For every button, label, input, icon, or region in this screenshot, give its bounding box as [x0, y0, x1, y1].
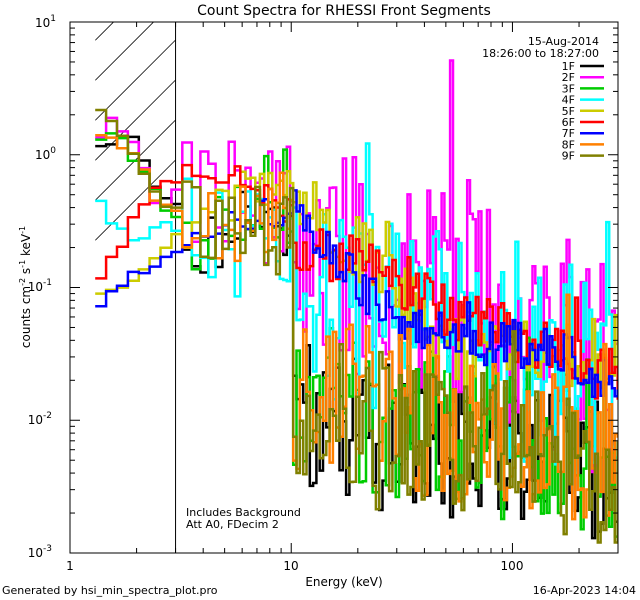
hatched-region [95, 22, 177, 553]
footer-generated-by: Generated by hsi_min_spectra_plot.pro [2, 584, 218, 597]
series-layer [95, 59, 618, 544]
series-line-8F [95, 134, 618, 521]
chart-title: Count Spectra for RHESSI Front Segments [197, 3, 491, 19]
y-tick-label-1e-1: 10-1 [28, 278, 52, 294]
legend-label-1F: 1F [562, 60, 575, 73]
series-line-6F [95, 163, 618, 400]
y-tick-label-1e1: 101 [35, 14, 56, 30]
axis-ticks [69, 21, 619, 554]
x-tick-label-10: 10 [283, 559, 298, 573]
annotation-attenuator: Att A0, FDecim 2 [186, 518, 279, 531]
x-tick-label-1: 1 [66, 559, 74, 573]
y-axis-label: counts cm-2 s-1 keV-1 [18, 226, 33, 348]
y-tick-label-1e0: 100 [35, 146, 56, 162]
annotation-background: Includes Background [186, 506, 301, 519]
legend-label-3F: 3F [562, 82, 575, 95]
legend-label-5F: 5F [562, 105, 575, 118]
footer-timestamp: 16-Apr-2023 14:04 [533, 584, 636, 597]
legend-label-8F: 8F [562, 138, 575, 151]
legend-label-9F: 9F [562, 150, 575, 163]
x-tick-label-100: 100 [501, 559, 524, 573]
time-range-label: 18:26:00 to 18:27:00 [482, 47, 599, 60]
hatch-lines [95, 22, 176, 241]
date-label: 15-Aug-2014 [528, 35, 599, 48]
y-tick-label-1e-3: 10-3 [28, 544, 52, 560]
legend-label-2F: 2F [562, 71, 575, 84]
legend-label-4F: 4F [562, 94, 575, 107]
x-axis-label: Energy (keV) [305, 575, 382, 589]
series-line-9F [95, 108, 618, 544]
y-tick-label-1e-2: 10-2 [28, 411, 52, 427]
legend-label-7F: 7F [562, 127, 575, 140]
legend-label-6F: 6F [562, 116, 575, 129]
